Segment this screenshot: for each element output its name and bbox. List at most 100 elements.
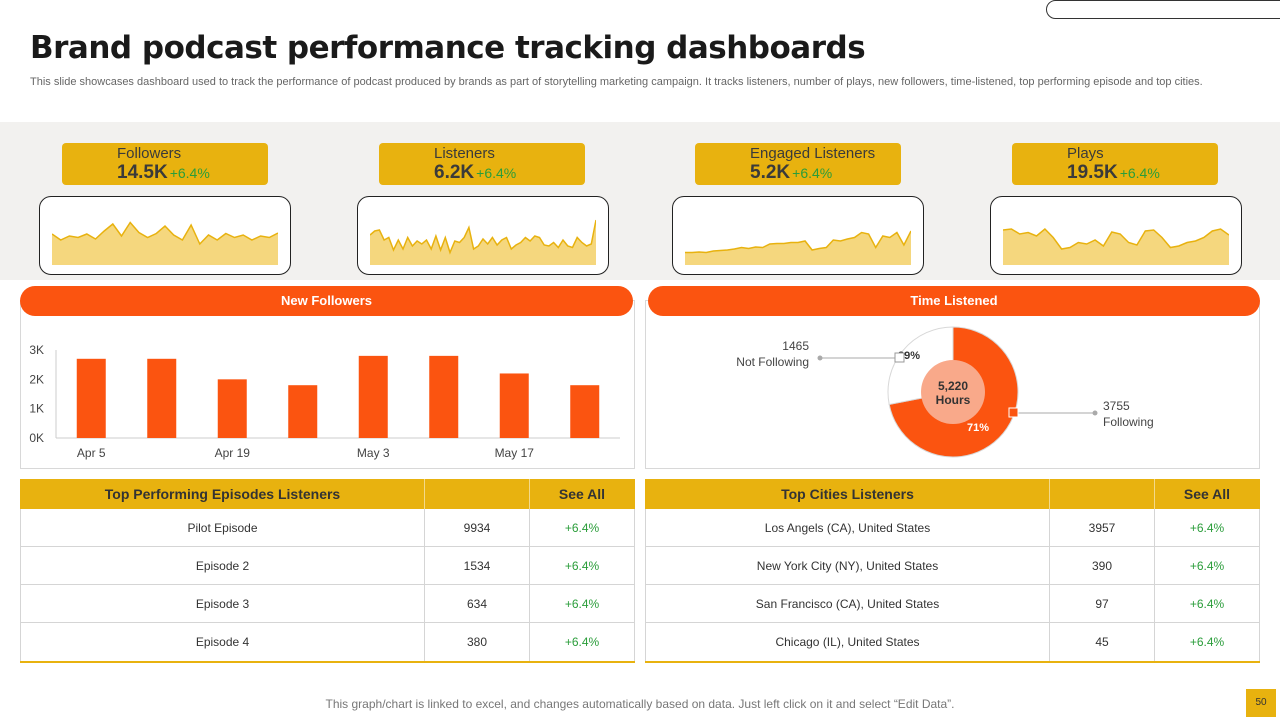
kpi-label: Followers xyxy=(117,145,182,162)
kpi-sparkline xyxy=(990,196,1242,275)
not-following-label: Not Following xyxy=(736,355,809,369)
bar[interactable] xyxy=(147,358,177,438)
sparkline-line xyxy=(1003,227,1229,250)
table-header-row: Top Cities Listeners See All xyxy=(645,479,1260,509)
kpi-header: Listeners 6.2K +6.4% xyxy=(379,143,585,185)
kpi-label: Engaged Listeners xyxy=(750,145,876,162)
donut-center-unit: Hours xyxy=(936,393,971,407)
kpi-sparkline xyxy=(357,196,609,275)
bar[interactable] xyxy=(499,373,529,438)
episode-listeners: 634 xyxy=(425,585,530,622)
new-followers-bar-chart: 0K 1K 2K 3K Apr 5 Apr 19 May 3 May 17 xyxy=(29,343,620,460)
table-header-row: Top Performing Episodes Listeners See Al… xyxy=(20,479,635,509)
page-subtitle: This slide showcases dashboard used to t… xyxy=(30,76,1203,88)
table-row[interactable]: New York City (NY), United States 390 +6… xyxy=(645,547,1260,585)
table-row[interactable]: Chicago (IL), United States 45 +6.4% xyxy=(645,623,1260,661)
x-tick-label: Apr 19 xyxy=(215,446,251,460)
bar[interactable] xyxy=(570,385,600,438)
sparkline-area xyxy=(52,222,278,265)
table-row[interactable]: Episode 4 380 +6.4% xyxy=(20,623,635,661)
leader-dot xyxy=(817,355,823,361)
city-listeners: 3957 xyxy=(1050,509,1155,546)
kpi-delta: +6.4% xyxy=(1119,165,1160,181)
sparkline-chart xyxy=(1003,227,1229,265)
sparkline-line xyxy=(370,219,596,255)
sparkline-line xyxy=(685,230,911,254)
city-listeners: 390 xyxy=(1050,547,1155,584)
city-name: San Francisco (CA), United States xyxy=(645,585,1050,622)
time-listened-title: Time Listened xyxy=(648,286,1260,316)
sparkline-line xyxy=(52,221,278,246)
episode-listeners: 1534 xyxy=(425,547,530,584)
kpi-value: 19.5K xyxy=(1067,162,1118,183)
city-change: +6.4% xyxy=(1155,509,1260,546)
sparkline-chart xyxy=(685,230,911,265)
table-row[interactable]: Pilot Episode 9934 +6.4% xyxy=(20,509,635,547)
episode-name: Pilot Episode xyxy=(20,509,425,546)
leader-marker xyxy=(1008,407,1019,418)
table-header-title: Top Cities Listeners xyxy=(645,479,1050,509)
kpi-value: 5.2K xyxy=(750,162,791,183)
x-tick-label: Apr 5 xyxy=(77,446,106,460)
time-listened-donut-chart: 5,220 Hours 71% 29% 1465 Not Following 3… xyxy=(736,326,1154,458)
episode-name: Episode 3 xyxy=(20,585,425,622)
sparkline-chart xyxy=(370,219,596,265)
y-tick-label: 3K xyxy=(29,343,44,357)
kpi-header: Plays 19.5K +6.4% xyxy=(1012,143,1218,185)
kpi-header: Engaged Listeners 5.2K +6.4% xyxy=(695,143,901,185)
following-value: 3755 xyxy=(1103,399,1130,413)
bar[interactable] xyxy=(358,355,388,438)
y-tick-label: 2K xyxy=(29,372,44,386)
kpi-header: Followers 14.5K +6.4% xyxy=(62,143,268,185)
x-tick-label: May 3 xyxy=(357,446,390,460)
footer-note: This graph/chart is linked to excel, and… xyxy=(325,697,955,711)
sparkline-area xyxy=(370,220,596,265)
donut-center-value: 5,220 xyxy=(938,379,968,393)
episode-change: +6.4% xyxy=(530,623,635,661)
episode-change: +6.4% xyxy=(530,547,635,584)
kpi-label: Plays xyxy=(1067,145,1104,162)
table-row[interactable]: Episode 2 1534 +6.4% xyxy=(20,547,635,585)
sparkline-chart xyxy=(52,221,278,265)
city-name: Chicago (IL), United States xyxy=(645,623,1050,661)
new-followers-title: New Followers xyxy=(20,286,633,316)
episode-listeners: 380 xyxy=(425,623,530,661)
episodes-table: Top Performing Episodes Listeners See Al… xyxy=(20,479,635,663)
sparkline-area xyxy=(685,231,911,265)
city-listeners: 45 xyxy=(1050,623,1155,661)
bar[interactable] xyxy=(288,385,318,438)
kpi-sparkline xyxy=(39,196,291,275)
following-label: Following xyxy=(1103,415,1154,429)
table-row[interactable]: Episode 3 634 +6.4% xyxy=(20,585,635,623)
table-row[interactable]: San Francisco (CA), United States 97 +6.… xyxy=(645,585,1260,623)
bar[interactable] xyxy=(76,358,106,438)
city-name: New York City (NY), United States xyxy=(645,547,1050,584)
see-all-link[interactable]: See All xyxy=(1155,479,1260,509)
sparkline-area xyxy=(1003,229,1229,265)
city-change: +6.4% xyxy=(1155,623,1260,661)
y-tick-label: 1K xyxy=(29,402,44,416)
top-decor-pill xyxy=(1046,0,1280,19)
table-row[interactable]: Los Angels (CA), United States 3957 +6.4… xyxy=(645,509,1260,547)
not-following-value: 1465 xyxy=(782,339,809,353)
bar[interactable] xyxy=(217,379,247,438)
kpi-value: 6.2K xyxy=(434,162,475,183)
episode-listeners: 9934 xyxy=(425,509,530,546)
episode-name: Episode 4 xyxy=(20,623,425,661)
bar[interactable] xyxy=(429,355,459,438)
city-name: Los Angels (CA), United States xyxy=(645,509,1050,546)
kpi-value: 14.5K xyxy=(117,162,168,183)
page-title: Brand podcast performance tracking dashb… xyxy=(30,30,866,66)
kpi-sparkline xyxy=(672,196,924,275)
see-all-link[interactable]: See All xyxy=(530,479,635,509)
leader-dot xyxy=(1092,410,1098,416)
donut-label-following-percent: 71% xyxy=(967,422,989,434)
episode-change: +6.4% xyxy=(530,585,635,622)
kpi-delta: +6.4% xyxy=(169,165,210,181)
x-tick-label: May 17 xyxy=(495,446,535,460)
table-header-blank xyxy=(1050,479,1155,509)
cities-table: Top Cities Listeners See All Los Angels … xyxy=(645,479,1260,663)
city-change: +6.4% xyxy=(1155,547,1260,584)
table-header-blank xyxy=(425,479,530,509)
episode-name: Episode 2 xyxy=(20,547,425,584)
